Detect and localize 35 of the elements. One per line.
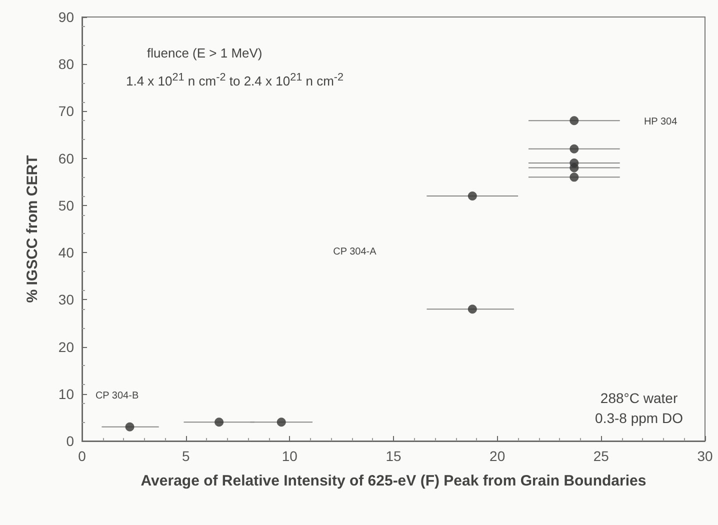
x-tick-label: 25 bbox=[593, 448, 610, 464]
x-tick-label: 15 bbox=[386, 448, 402, 464]
y-tick-label: 60 bbox=[58, 150, 74, 166]
annotation: 1.4 x 10$^{21}$ n cm$^{-2}$ to 2.4 x 10$^{21}$ n cm$^{-2}$ bbox=[126, 71, 344, 88]
y-tick-label: 10 bbox=[58, 386, 74, 402]
annotation: fluence (E > 1 MeV) bbox=[147, 45, 262, 60]
x-tick-label: 20 bbox=[490, 448, 506, 464]
annotation: 288°C water bbox=[600, 390, 678, 406]
point bbox=[468, 304, 477, 314]
point bbox=[570, 116, 579, 126]
y-tick-label: 80 bbox=[58, 56, 74, 72]
x-tick-label: 0 bbox=[78, 448, 86, 464]
x-tick-label: 30 bbox=[697, 448, 713, 464]
point bbox=[468, 192, 477, 201]
point bbox=[570, 172, 579, 182]
y-tick-label: 40 bbox=[58, 244, 74, 261]
y-tick-label: 90 bbox=[58, 9, 74, 25]
x-tick-label: 10 bbox=[282, 448, 298, 464]
annotation: HP 304 bbox=[644, 116, 678, 128]
y-tick-label: 70 bbox=[58, 103, 74, 120]
y-tick-label: 20 bbox=[58, 338, 74, 355]
x-tick-label: 5 bbox=[182, 448, 190, 464]
y-tick-label: 0 bbox=[66, 433, 74, 449]
y-axis-title: % IGSCC from CERT bbox=[24, 155, 41, 303]
point bbox=[276, 418, 286, 427]
point bbox=[570, 144, 579, 154]
point bbox=[125, 422, 134, 432]
annotation: CP 304-A bbox=[333, 246, 376, 258]
point bbox=[214, 418, 224, 427]
y-tick-label: 30 bbox=[58, 292, 74, 308]
annotation: CP 304-B bbox=[95, 390, 139, 402]
annotation: 0.3-8 ppm DO bbox=[595, 410, 683, 426]
x-axis-title: Average of Relative Intensity of 625-eV (F) Peak from Grain Boundaries bbox=[140, 472, 646, 490]
point bbox=[570, 163, 579, 172]
y-tick-label: 50 bbox=[58, 197, 74, 214]
